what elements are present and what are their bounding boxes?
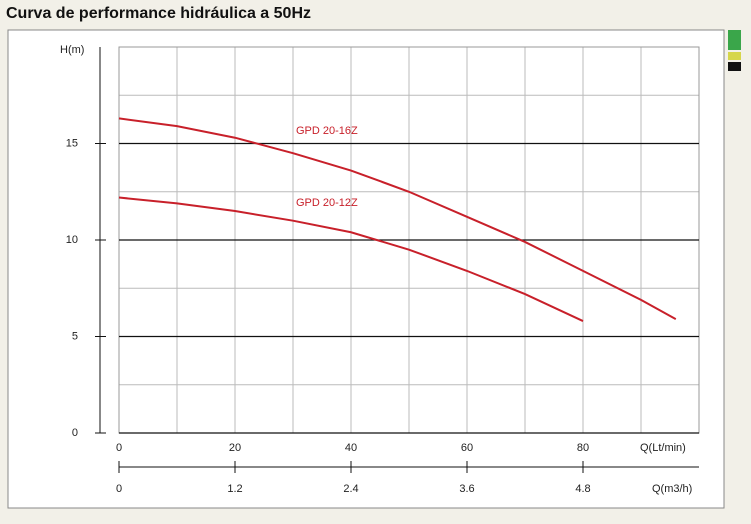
x-tick-label: 40 [345,442,357,454]
y-tick-label: 10 [66,234,78,246]
line-series [118,117,677,321]
line-series [118,196,584,322]
x2-tick-label: 4.8 [575,483,590,495]
swatch [728,52,741,60]
y-axis-label: H(m) [60,44,84,56]
x2-axis-label: Q(m3/h) [652,483,692,495]
y-tick-label: 0 [72,427,78,439]
x-axis-label: Q(Lt/min) [640,442,686,454]
swatch [728,30,741,50]
x-tick-label: 0 [116,442,122,454]
x-tick-label: 80 [577,442,589,454]
y-tick-label: 15 [66,137,78,149]
chart-frame [7,29,725,509]
swatch [728,62,741,71]
x-tick-label: 20 [229,442,241,454]
chart-title: Curva de performance hidráulica a 50Hz [6,5,311,22]
x2-tick-label: 0 [116,483,122,495]
series-label: GPD 20-12Z [296,197,358,209]
x-tick-label: 60 [461,442,473,454]
x2-tick-label: 1.2 [227,483,242,495]
x2-tick-label: 2.4 [343,483,358,495]
series-label: GPD 20-16Z [296,125,358,137]
y-tick-label: 5 [72,330,78,342]
x2-tick-label: 3.6 [459,483,474,495]
